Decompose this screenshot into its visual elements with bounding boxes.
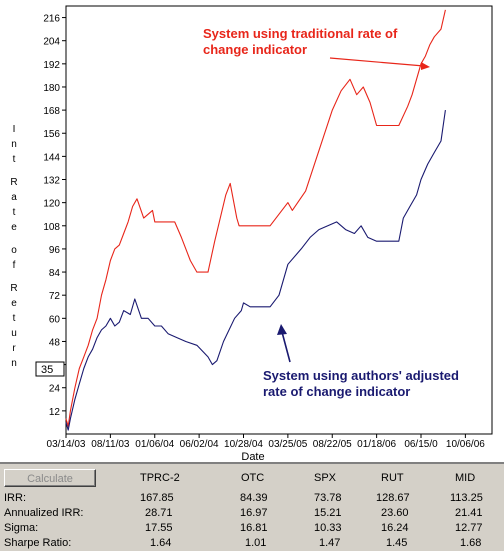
y-tick-label: 48 [49,337,61,348]
cell-sharpe-tprc2: 1.64 [150,537,172,549]
y-axis-label-char: n [11,139,17,150]
y-axis-label-char: o [11,245,17,256]
cell-irr-spx: 73.78 [314,492,342,504]
y-tick-label: 84 [49,268,61,279]
row-label-irr: IRR: [4,492,26,504]
x-tick-label: 06/02/04 [180,439,219,450]
y-axis-label-char: R [10,283,17,294]
col-header-rut: RUT [381,472,404,484]
y-axis-label-char: t [13,154,16,165]
y-axis-label-char: a [11,192,17,203]
x-tick-label: 06/15/0 [404,439,438,450]
y-axis-label-char: u [11,328,17,339]
cursor-value-box: 35 [35,361,65,377]
cell-irr-otc: 84.39 [240,492,268,504]
annotation-adjusted-arrow [281,331,291,363]
y-axis-label-char: R [10,177,17,188]
cell-sharpe-otc: 1.01 [245,537,267,549]
cell-annirr-mid: 21.41 [455,507,483,519]
cell-sigma-otc: 16.81 [240,522,268,534]
col-header-spx: SPX [314,472,337,484]
y-tick-label: 108 [43,222,60,233]
series-lines [65,9,446,431]
row-label-annualized-irr: Annualized IRR: [4,507,84,519]
cell-sharpe-rut: 1.45 [386,537,408,549]
y-tick-label: 204 [43,37,60,48]
annotation-traditional-arrow [329,57,425,67]
y-axis-label-char: f [13,260,16,271]
col-header-otc: OTC [241,472,265,484]
series-line-adjusted [65,110,446,431]
annotation-adjusted-arrowhead [277,324,287,335]
y-tick-label: 12 [49,407,61,418]
annotation-traditional-arrowhead [421,62,430,70]
y-tick-label: 60 [49,314,61,325]
y-axis-label-char: I [13,124,16,135]
stats-panel: Calculate TPRC-2 OTC SPX RUT MID IRR: 16… [0,462,504,551]
row-label-sigma: Sigma: [4,522,39,534]
y-tick-label: 120 [43,199,60,210]
x-tick-label: 10/28/04 [224,439,263,450]
cell-irr-tprc2: 167.85 [140,492,174,504]
col-header-tprc2: TPRC-2 [140,472,180,484]
cell-sharpe-spx: 1.47 [319,537,341,549]
y-axis-ticks: 1224364860728496108120132144156168180192… [43,14,66,418]
y-tick-label: 180 [43,83,60,94]
cell-irr-mid: 113.25 [450,492,483,504]
y-axis-label-char: t [13,313,16,324]
cell-sigma-rut: 16.24 [381,522,409,534]
y-tick-label: 144 [43,152,60,163]
x-tick-label: 01/06/04 [135,439,174,450]
y-tick-label: 24 [49,384,61,395]
cell-sharpe-mid: 1.68 [460,537,482,549]
annotation-adjusted-text: rate of change indicator [263,384,410,399]
y-tick-label: 156 [43,129,60,140]
plot-frame [65,5,493,435]
annotation-adjusted-text: System using authors' adjusted [263,368,459,383]
cursor-value: 35 [41,364,53,376]
y-tick-label: 96 [49,245,61,256]
x-axis-ticks: 03/14/03 08/11/03 01/06/04 06/02/04 10/28/04… [47,434,485,450]
calculate-button[interactable]: Calculate [4,469,96,487]
y-axis-label-char: r [12,343,16,354]
y-tick-label: 72 [49,291,61,302]
x-tick-label: 08/11/03 [91,439,130,450]
x-tick-label: 03/14/03 [47,439,86,450]
cell-irr-rut: 128.67 [376,492,410,504]
series-line-traditional [65,9,446,427]
x-tick-label: 08/22/05 [313,439,352,450]
y-tick-label: 192 [43,60,60,71]
y-axis-label-char: e [11,298,17,309]
cell-annirr-spx: 15.21 [314,507,342,519]
x-tick-label: 01/18/06 [357,439,396,450]
y-tick-label: 216 [43,14,60,25]
x-tick-label: 10/06/06 [446,439,485,450]
cell-annirr-otc: 16.97 [240,507,268,519]
cell-sigma-spx: 10.33 [314,522,342,534]
y-tick-label: 168 [43,106,60,117]
y-axis-label-char: e [11,222,17,233]
y-axis-label-char: t [13,207,16,218]
y-axis-label-char: n [11,358,17,369]
annotation-traditional-text: System using traditional rate of [203,26,398,41]
cell-sigma-tprc2: 17.55 [145,522,173,534]
annotation-traditional-text: change indicator [203,42,307,57]
cell-annirr-rut: 23.60 [381,507,409,519]
row-label-sharpe-ratio: Sharpe Ratio: [4,537,72,549]
x-axis-label: Date [241,451,264,462]
cell-sigma-mid: 12.77 [455,522,483,534]
col-header-mid: MID [455,472,476,484]
x-tick-label: 03/25/05 [268,439,307,450]
y-tick-label: 132 [43,176,60,187]
cell-annirr-tprc2: 28.71 [145,507,173,519]
